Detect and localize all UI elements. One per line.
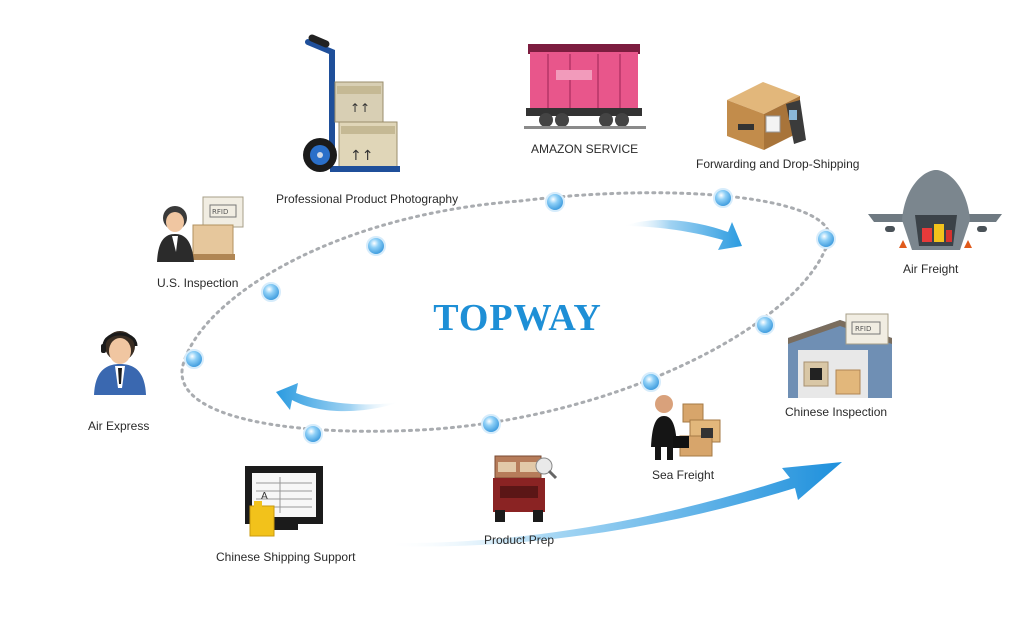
cycle-path: [180, 191, 832, 433]
flow-arrow-bottom: [385, 462, 842, 547]
operator-headset-icon: [94, 331, 146, 395]
path-node: [755, 315, 775, 335]
label-chinese-shipping-support: Chinese Shipping Support: [216, 550, 356, 564]
path-node: [366, 236, 386, 256]
businessman-boxes-icon: [651, 395, 721, 460]
flow-arrow-left: [276, 383, 400, 412]
label-air-freight: Air Freight: [903, 262, 959, 276]
label-forwarding-drop-shipping: Forwarding and Drop-Shipping: [696, 157, 860, 171]
label-product-prep: Product Prep: [484, 533, 555, 547]
path-node: [545, 192, 565, 212]
diagram-title: TOPWAY: [433, 297, 602, 339]
path-node: [481, 414, 501, 434]
label-chinese-inspection: Chinese Inspection: [785, 405, 888, 419]
path-nodes: [184, 188, 836, 444]
label-air-express: Air Express: [88, 419, 150, 433]
svg-text:↑↑: ↑↑: [350, 148, 373, 164]
box-scanner-icon: [727, 82, 806, 150]
flow-arrow-top: [623, 219, 742, 250]
inspector-rfid-icon: RFID: [157, 196, 244, 262]
path-node: [713, 188, 733, 208]
svg-text:A: A: [261, 491, 268, 502]
svg-text:RFID: RFID: [855, 325, 871, 333]
label-professional-product-photography: Professional Product Photography: [276, 192, 459, 206]
label-amazon-service: AMAZON SERVICE: [531, 142, 639, 156]
path-node: [303, 424, 323, 444]
hand-truck-boxes-icon: ↑↑ ↑↑: [303, 34, 400, 172]
monitor-document-icon: A: [245, 466, 323, 537]
label-us-inspection: U.S. Inspection: [157, 276, 239, 290]
path-node: [641, 372, 661, 392]
svg-text:RFID: RFID: [212, 208, 228, 216]
path-node: [261, 282, 281, 302]
cargo-plane-icon: [868, 170, 1002, 250]
rfid-warehouse-icon: RFID: [788, 313, 892, 398]
train-wagon-icon: [524, 44, 646, 129]
label-sea-freight: Sea Freight: [652, 468, 715, 482]
path-node: [816, 229, 836, 249]
svg-text:↑↑: ↑↑: [350, 101, 370, 115]
delivery-truck-icon: [493, 455, 558, 522]
path-node: [184, 349, 204, 369]
